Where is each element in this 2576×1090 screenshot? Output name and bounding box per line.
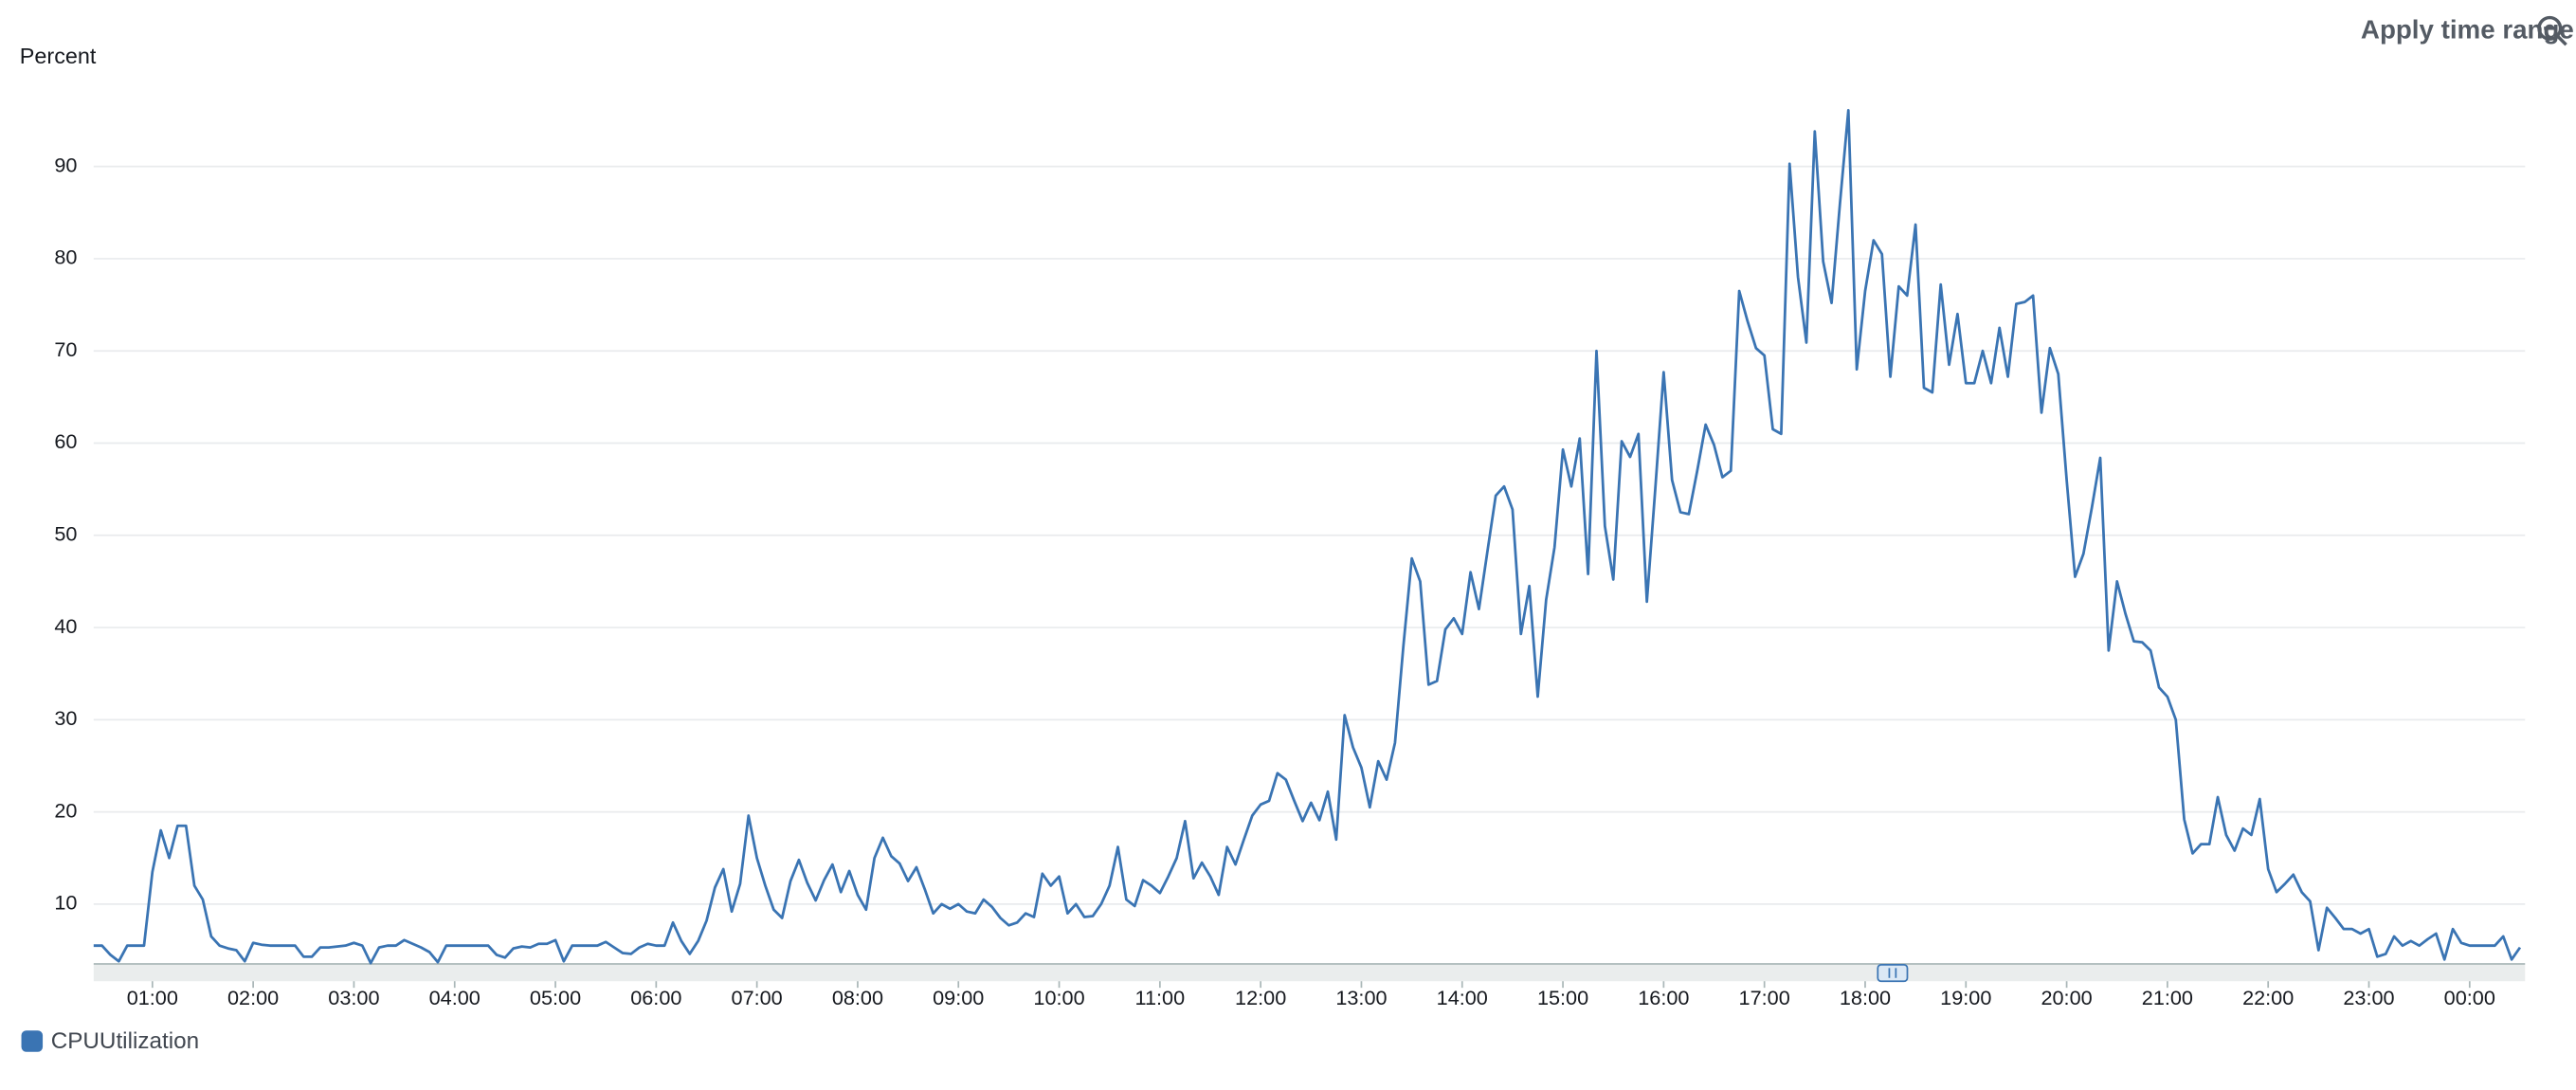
zoom-out-icon[interactable] — [2537, 15, 2567, 46]
series-line — [93, 108, 2522, 965]
x-tick-label: 16:00 — [1638, 986, 1689, 1009]
x-tick-label: 21:00 — [2142, 986, 2193, 1009]
x-tick-label: 06:00 — [630, 986, 681, 1009]
x-tick-label: 03:00 — [328, 986, 379, 1009]
y-axis-label: Percent — [20, 44, 97, 68]
scrollbar[interactable] — [93, 964, 2526, 982]
x-tick-label: 08:00 — [832, 986, 883, 1009]
y-tick-label: 70 — [54, 337, 77, 361]
y-tick-label: 10 — [54, 891, 77, 915]
x-tick-label: 14:00 — [1437, 986, 1488, 1009]
x-tick-label: 05:00 — [530, 986, 581, 1009]
y-tick-label: 20 — [54, 798, 77, 822]
x-tick-label: 23:00 — [2343, 986, 2394, 1009]
x-tick-label: 04:00 — [429, 986, 481, 1009]
x-tick-label: 19:00 — [1940, 986, 1991, 1009]
y-tick-label: 40 — [54, 614, 77, 638]
x-tick-label: 17:00 — [1739, 986, 1790, 1009]
x-tick-label: 10:00 — [1033, 986, 1084, 1009]
y-tick-label: 30 — [54, 706, 77, 730]
x-tick-label: 22:00 — [2242, 986, 2294, 1009]
y-tick-label: 90 — [54, 153, 77, 176]
y-tick-label: 50 — [54, 521, 77, 545]
y-tick-label: 80 — [54, 245, 77, 269]
x-tick-label: 12:00 — [1235, 986, 1286, 1009]
legend-swatch — [21, 1030, 44, 1052]
x-tick-label: 20:00 — [2041, 986, 2092, 1009]
x-tick-label: 07:00 — [732, 986, 783, 1009]
x-tick-label: 11:00 — [1135, 986, 1186, 1009]
x-tick-label: 00:00 — [2444, 986, 2495, 1009]
y-tick-label: 60 — [54, 429, 77, 453]
x-tick-label: 15:00 — [1537, 986, 1588, 1009]
x-tick-label: 13:00 — [1335, 986, 1387, 1009]
scroll-handle[interactable] — [1877, 964, 1909, 983]
x-tick-label: 01:00 — [127, 986, 178, 1009]
x-tick-label: 18:00 — [1840, 986, 1891, 1009]
x-tick-label: 02:00 — [227, 986, 279, 1009]
x-tick-label: 09:00 — [933, 986, 984, 1009]
legend-label: CPUUtilization — [51, 1028, 199, 1054]
